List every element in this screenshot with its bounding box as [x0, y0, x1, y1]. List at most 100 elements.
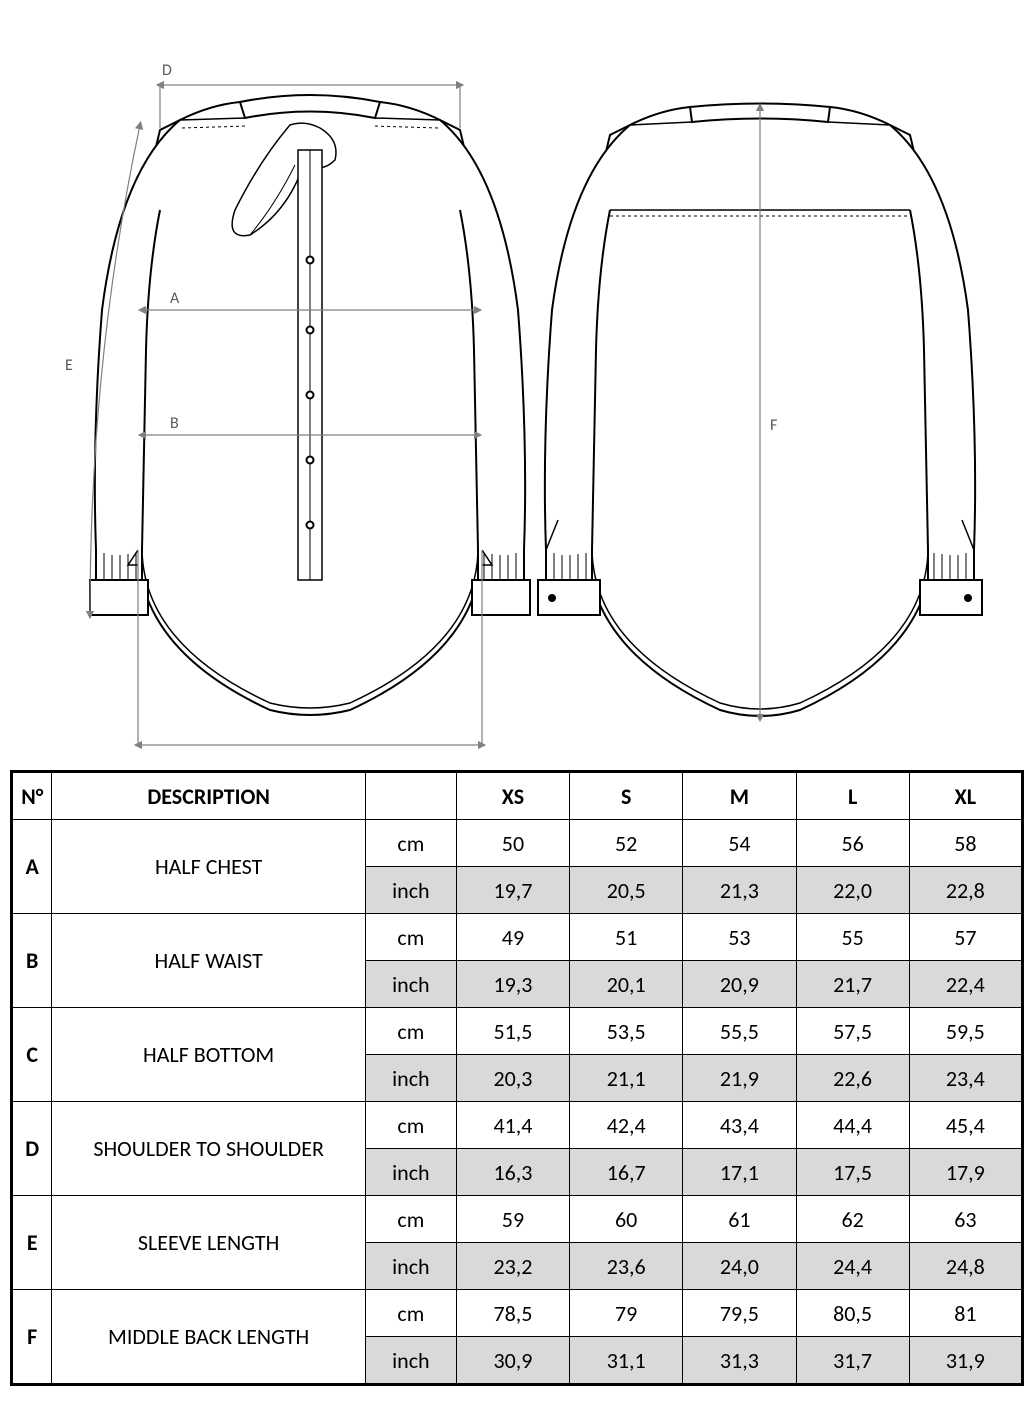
table-row: FMIDDLE BACK LENGTHcm78,57979,580,581: [12, 1290, 1023, 1337]
row-code: A: [12, 820, 52, 914]
cell-value: 60: [570, 1196, 683, 1243]
cell-value: 31,1: [570, 1337, 683, 1385]
cell-value: 52: [570, 820, 683, 867]
header-size-m: M: [683, 772, 796, 820]
cell-value: 23,2: [456, 1243, 569, 1290]
cell-value: 31,9: [909, 1337, 1022, 1385]
cell-value: 23,4: [909, 1055, 1022, 1102]
row-code: C: [12, 1008, 52, 1102]
cell-value: 49: [456, 914, 569, 961]
header-unit: [365, 772, 456, 820]
cell-value: 59,5: [909, 1008, 1022, 1055]
unit-cm: cm: [365, 1008, 456, 1055]
cell-value: 19,3: [456, 961, 569, 1008]
table-row: DSHOULDER TO SHOULDERcm41,442,443,444,44…: [12, 1102, 1023, 1149]
row-description: HALF WAIST: [52, 914, 365, 1008]
unit-cm: cm: [365, 1102, 456, 1149]
label-e: E: [65, 356, 73, 375]
row-description: SLEEVE LENGTH: [52, 1196, 365, 1290]
cell-value: 21,3: [683, 867, 796, 914]
cell-value: 20,9: [683, 961, 796, 1008]
header-size-xs: XS: [456, 772, 569, 820]
row-description: SHOULDER TO SHOULDER: [52, 1102, 365, 1196]
header-description: DESCRIPTION: [52, 772, 365, 820]
row-code: E: [12, 1196, 52, 1290]
cell-value: 24,4: [796, 1243, 909, 1290]
cell-value: 20,5: [570, 867, 683, 914]
cell-value: 81: [909, 1290, 1022, 1337]
table-row: AHALF CHESTcm5052545658: [12, 820, 1023, 867]
header-size-l: L: [796, 772, 909, 820]
cell-value: 63: [909, 1196, 1022, 1243]
unit-cm: cm: [365, 1290, 456, 1337]
cell-value: 51,5: [456, 1008, 569, 1055]
row-code: B: [12, 914, 52, 1008]
unit-cm: cm: [365, 914, 456, 961]
cell-value: 22,0: [796, 867, 909, 914]
cell-value: 51: [570, 914, 683, 961]
table-row: ESLEEVE LENGTHcm5960616263: [12, 1196, 1023, 1243]
cell-value: 21,7: [796, 961, 909, 1008]
row-code: D: [12, 1102, 52, 1196]
cell-value: 22,8: [909, 867, 1022, 914]
cell-value: 30,9: [456, 1337, 569, 1385]
cell-value: 57,5: [796, 1008, 909, 1055]
cell-value: 56: [796, 820, 909, 867]
cell-value: 41,4: [456, 1102, 569, 1149]
cell-value: 54: [683, 820, 796, 867]
cell-value: 80,5: [796, 1290, 909, 1337]
cell-value: 55,5: [683, 1008, 796, 1055]
cell-value: 42,4: [570, 1102, 683, 1149]
cell-value: 45,4: [909, 1102, 1022, 1149]
row-description: HALF CHEST: [52, 820, 365, 914]
table-row: BHALF WAISTcm4951535557: [12, 914, 1023, 961]
unit-inch: inch: [365, 1055, 456, 1102]
front-shirt: [90, 95, 530, 715]
cell-value: 17,9: [909, 1149, 1022, 1196]
cell-value: 19,7: [456, 867, 569, 914]
cell-value: 16,7: [570, 1149, 683, 1196]
header-n: N°: [12, 772, 52, 820]
cell-value: 55: [796, 914, 909, 961]
cell-value: 24,8: [909, 1243, 1022, 1290]
header-size-xl: XL: [909, 772, 1022, 820]
table-header-row: N° DESCRIPTION XS S M L XL: [12, 772, 1023, 820]
cell-value: 43,4: [683, 1102, 796, 1149]
cell-value: 20,1: [570, 961, 683, 1008]
unit-inch: inch: [365, 1243, 456, 1290]
cell-value: 21,9: [683, 1055, 796, 1102]
cell-value: 79,5: [683, 1290, 796, 1337]
label-d: D: [162, 61, 172, 80]
cell-value: 50: [456, 820, 569, 867]
row-description: HALF BOTTOM: [52, 1008, 365, 1102]
cell-value: 44,4: [796, 1102, 909, 1149]
shirt-diagram: D A B C E F: [10, 10, 1024, 750]
cell-value: 17,5: [796, 1149, 909, 1196]
unit-inch: inch: [365, 1337, 456, 1385]
cell-value: 31,3: [683, 1337, 796, 1385]
cell-value: 57: [909, 914, 1022, 961]
table-row: CHALF BOTTOMcm51,553,555,557,559,5: [12, 1008, 1023, 1055]
cell-value: 16,3: [456, 1149, 569, 1196]
row-code: F: [12, 1290, 52, 1385]
cell-value: 24,0: [683, 1243, 796, 1290]
unit-inch: inch: [365, 1149, 456, 1196]
cell-value: 22,6: [796, 1055, 909, 1102]
cell-value: 53,5: [570, 1008, 683, 1055]
cell-value: 78,5: [456, 1290, 569, 1337]
cell-value: 31,7: [796, 1337, 909, 1385]
size-chart-table: N° DESCRIPTION XS S M L XL AHALF CHESTcm…: [10, 770, 1024, 1386]
cell-value: 79: [570, 1290, 683, 1337]
cell-value: 17,1: [683, 1149, 796, 1196]
cell-value: 22,4: [909, 961, 1022, 1008]
cell-value: 21,1: [570, 1055, 683, 1102]
cell-value: 59: [456, 1196, 569, 1243]
unit-cm: cm: [365, 1196, 456, 1243]
cell-value: 62: [796, 1196, 909, 1243]
cell-value: 61: [683, 1196, 796, 1243]
unit-inch: inch: [365, 961, 456, 1008]
row-description: MIDDLE BACK LENGTH: [52, 1290, 365, 1385]
cell-value: 23,6: [570, 1243, 683, 1290]
unit-inch: inch: [365, 867, 456, 914]
cell-value: 53: [683, 914, 796, 961]
